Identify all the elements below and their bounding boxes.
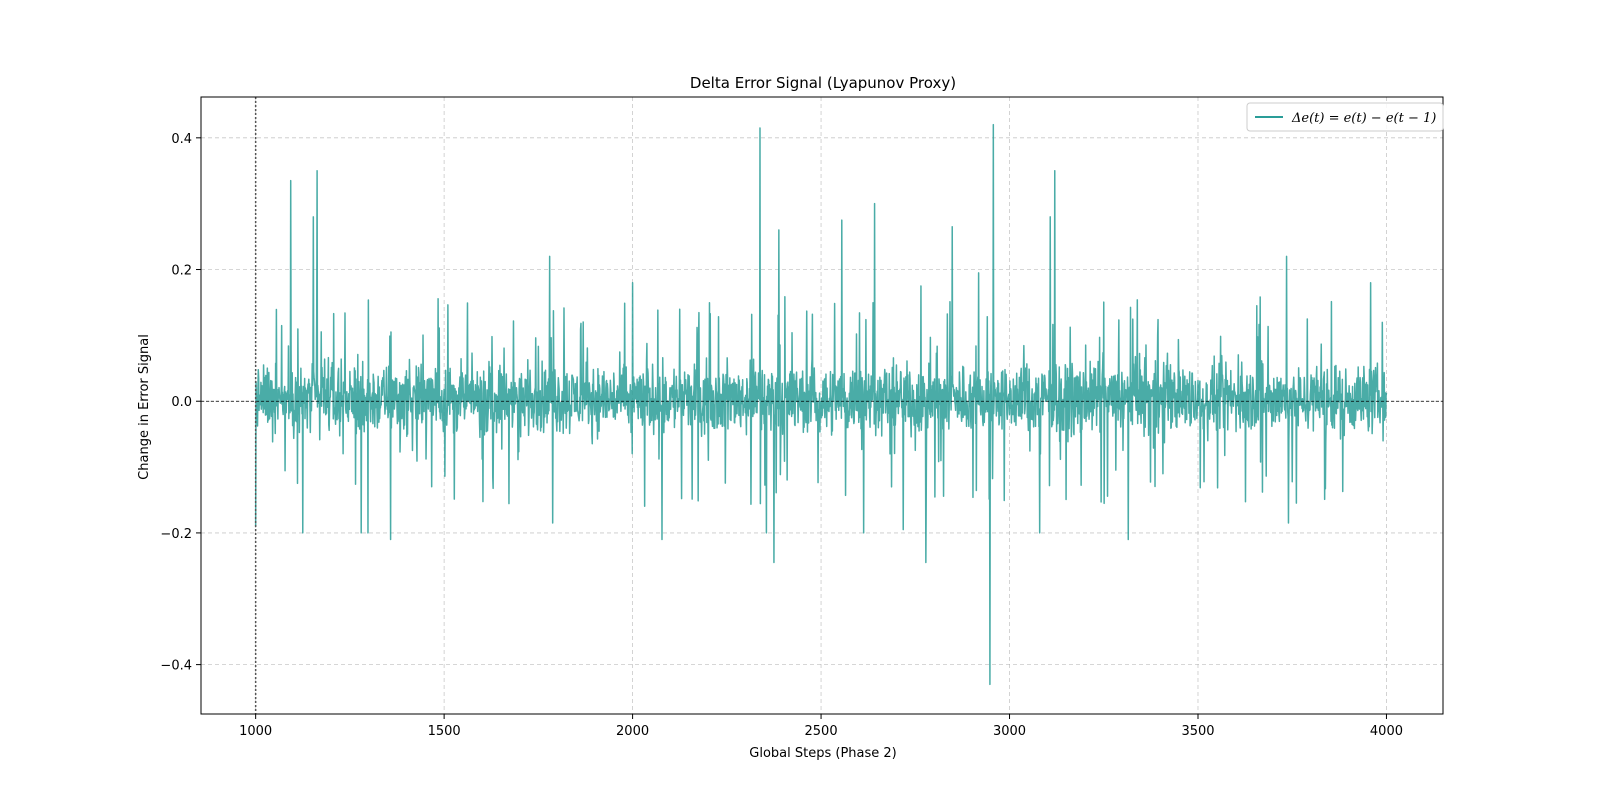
x-tick-label: 4000 xyxy=(1370,724,1403,739)
x-axis-label: Global Steps (Phase 2) xyxy=(749,746,896,761)
legend-box xyxy=(1246,102,1444,132)
legend-label: Δe(t) = e(t) − e(t − 1) xyxy=(1291,111,1436,126)
series-layer xyxy=(254,123,1388,686)
y-tick-label: −0.4 xyxy=(160,659,192,674)
x-axis: 1000 1500 2000 2500 3000 3500 4000 xyxy=(239,714,1403,739)
x-tick-label: 1500 xyxy=(428,724,461,739)
x-tick-label: 3500 xyxy=(1181,724,1214,739)
delta-error-line xyxy=(254,123,1388,686)
x-tick-label: 2000 xyxy=(616,724,649,739)
axes-frame xyxy=(200,96,1444,715)
x-tick-label: 3000 xyxy=(993,724,1026,739)
y-tick-label: −0.2 xyxy=(160,527,192,542)
y-tick-label: 0.0 xyxy=(171,395,192,410)
reference-lines xyxy=(201,97,1443,714)
y-axis-label: Change in Error Signal xyxy=(137,334,152,480)
x-tick-label: 1000 xyxy=(239,724,272,739)
legend: Δe(t) = e(t) − e(t − 1) xyxy=(1246,102,1444,132)
y-tick-label: 0.2 xyxy=(171,264,192,279)
y-axis: −0.4 −0.2 0.0 0.2 0.4 xyxy=(160,132,201,674)
chart-title: Delta Error Signal (Lyapunov Proxy) xyxy=(690,74,956,92)
y-tick-label: 0.4 xyxy=(171,132,192,147)
x-tick-label: 2500 xyxy=(805,724,838,739)
